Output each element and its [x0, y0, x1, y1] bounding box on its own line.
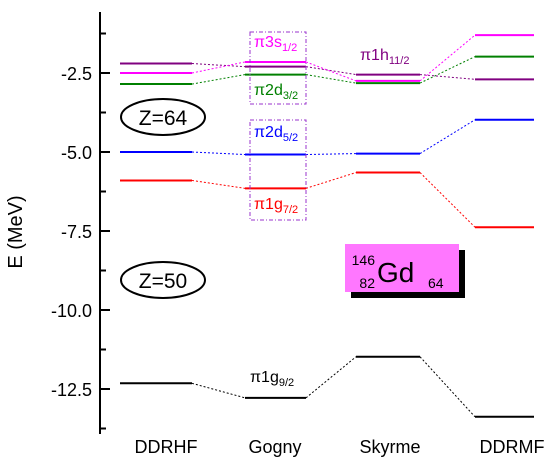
nucleus-symbol: Gd: [377, 257, 414, 288]
label-p1h: π1h11/2: [360, 47, 409, 67]
level-connector: [419, 74, 476, 80]
label-p2d5: π2d5/2: [254, 124, 298, 144]
level-connector: [305, 153, 357, 156]
level-connector: [419, 356, 476, 418]
level-connector: [305, 61, 357, 82]
level-connector: [191, 151, 246, 156]
level-connector: [191, 382, 246, 399]
z64-label: Z=64: [139, 107, 188, 130]
x-tick-label: DDRMF: [480, 437, 545, 457]
x-tick-label: Skyrme: [359, 437, 420, 457]
level-connector: [305, 66, 357, 76]
level-connector: [191, 74, 246, 85]
nucleus-proton-number: 82: [359, 275, 375, 291]
levels: [120, 34, 534, 418]
label-p3s: π3s1/2: [254, 34, 297, 54]
nucleus-box: [345, 244, 459, 292]
level-connector: [419, 172, 476, 228]
label-p2d3: π2d3/2: [254, 82, 298, 102]
y-axis-label: E (MeV): [5, 195, 27, 268]
level-connector: [191, 63, 246, 68]
nucleus-neutron-number: 64: [428, 275, 444, 291]
label-p1g9: π1g9/2: [250, 369, 294, 389]
x-tick-label: Gogny: [248, 437, 301, 457]
level-connector: [191, 61, 246, 74]
z50-label: Z=50: [139, 270, 187, 293]
x-tick-labels: DDRHF Gogny Skyrme DDRMF: [135, 437, 545, 457]
gogny-top-box: [249, 31, 307, 105]
level-connector: [305, 172, 357, 189]
level-connector: [419, 34, 476, 82]
level-connector: [419, 56, 476, 84]
y-tick-label: -2.5: [61, 64, 92, 84]
z50-ellipse: [120, 261, 206, 299]
z64-ellipse: [120, 98, 206, 136]
y-tick-label: -5.0: [61, 143, 92, 163]
label-p1g7: π1g7/2: [254, 196, 298, 216]
level-connector: [419, 119, 476, 155]
level-connector: [305, 74, 357, 84]
level-connectors: [191, 34, 476, 418]
y-tick-label: -7.5: [61, 222, 92, 242]
nucleus-mass-number: 146: [352, 252, 376, 268]
level-connector: [191, 179, 246, 189]
y-tick-label: -10.0: [51, 301, 92, 321]
x-tick-label: DDRHF: [135, 437, 198, 457]
y-ticks: -2.5 -5.0 -7.5 -10.0 -12.5: [51, 32, 110, 430]
level-connector: [305, 356, 357, 399]
gogny-mid-box: [249, 119, 307, 221]
y-tick-label: -12.5: [51, 380, 92, 400]
